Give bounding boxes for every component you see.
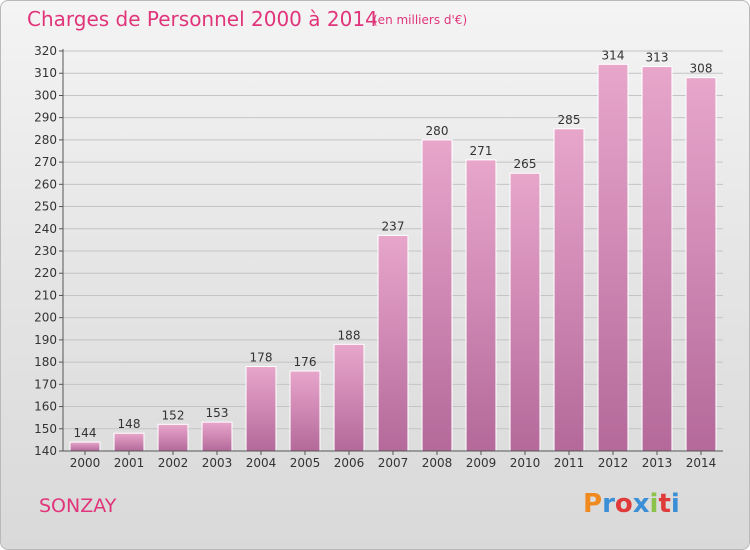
city-name: SONZAY [39,495,117,517]
x-tick-label-2007: 2007 [378,456,409,470]
logo-letter: r [602,489,615,519]
x-tick-label-2008: 2008 [422,456,453,470]
x-tick-label-2009: 2009 [466,456,497,470]
data-label-2001: 148 [118,417,141,431]
y-tick-label: 290 [34,111,57,125]
data-label-2008: 280 [426,124,449,138]
x-tick-label-2004: 2004 [246,456,277,470]
y-tick-label: 320 [34,44,57,58]
bar-2007 [377,234,409,452]
data-label-2006: 188 [338,328,361,342]
y-tick-label: 300 [34,88,57,102]
bar-2001 [113,432,145,452]
y-tick-label: 220 [34,266,57,280]
bar-2013 [641,66,673,452]
x-tick-label-2003: 2003 [202,456,233,470]
bars: 144 148 152 153 178 176 188 237 280 271 265 285 314 3… [69,48,717,452]
data-label-2012: 314 [602,48,625,62]
data-label-2005: 176 [294,355,317,369]
bar-2005 [289,370,321,452]
bar-2002 [157,423,189,452]
logo-letter: P [583,489,603,519]
logo-letter: i [649,489,659,519]
axes: 140 150 160 170 180 190 200 210 220 230 240 250 260 2… [34,44,723,470]
bar-2004 [245,366,277,452]
data-label-2003: 153 [206,406,229,420]
data-label-2007: 237 [382,219,405,233]
logo-letter: o [614,489,633,519]
y-tick-label: 170 [34,377,57,391]
y-tick-label: 260 [34,177,57,191]
y-tick-label: 230 [34,244,57,258]
data-label-2009: 271 [470,144,493,158]
x-tick-label-2006: 2006 [334,456,365,470]
data-label-2000: 144 [74,426,97,440]
y-tick-label: 270 [34,155,57,169]
chart-title: Charges de Personnel 2000 à 2014 [27,7,378,31]
x-tick-label-2002: 2002 [158,456,189,470]
y-tick-label: 140 [34,444,57,458]
data-label-2013: 313 [646,51,669,65]
y-tick-label: 150 [34,422,57,436]
y-tick-label: 240 [34,222,57,236]
logo-letter: i [670,489,680,519]
x-tick-label-2012: 2012 [598,456,629,470]
data-label-2011: 285 [558,113,581,127]
bar-2011 [553,128,585,452]
x-tick-label-2000: 2000 [70,456,101,470]
bar-2003 [201,421,233,452]
bar-2000 [69,441,101,452]
x-tick-label-2010: 2010 [510,456,541,470]
bar-2006 [333,343,365,452]
data-label-2014: 308 [690,62,713,76]
x-tick-label-2013: 2013 [642,456,673,470]
x-tick-label-2001: 2001 [114,456,145,470]
bar-2014 [685,77,717,452]
x-tick-label-2014: 2014 [686,456,717,470]
y-tick-label: 200 [34,311,57,325]
data-label-2002: 152 [162,408,185,422]
bar-2010 [509,172,541,452]
y-tick-label: 180 [34,355,57,369]
logo-letter: t [658,489,671,519]
y-tick-label: 160 [34,400,57,414]
bar-2009 [465,159,497,452]
y-tick-label: 310 [34,66,57,80]
y-tick-label: 280 [34,133,57,147]
bar-2012 [597,63,629,452]
data-label-2004: 178 [250,351,273,365]
logo-letter: x [632,489,650,519]
y-tick-label: 250 [34,200,57,214]
proxiti-logo: Proxiti [583,489,680,519]
y-tick-label: 210 [34,288,57,302]
chart-subtitle: (en milliers d'€) [373,13,468,27]
y-tick-label: 190 [34,333,57,347]
x-tick-label-2011: 2011 [554,456,585,470]
x-tick-label-2005: 2005 [290,456,321,470]
bar-2008 [421,139,453,452]
data-label-2010: 265 [514,157,537,171]
